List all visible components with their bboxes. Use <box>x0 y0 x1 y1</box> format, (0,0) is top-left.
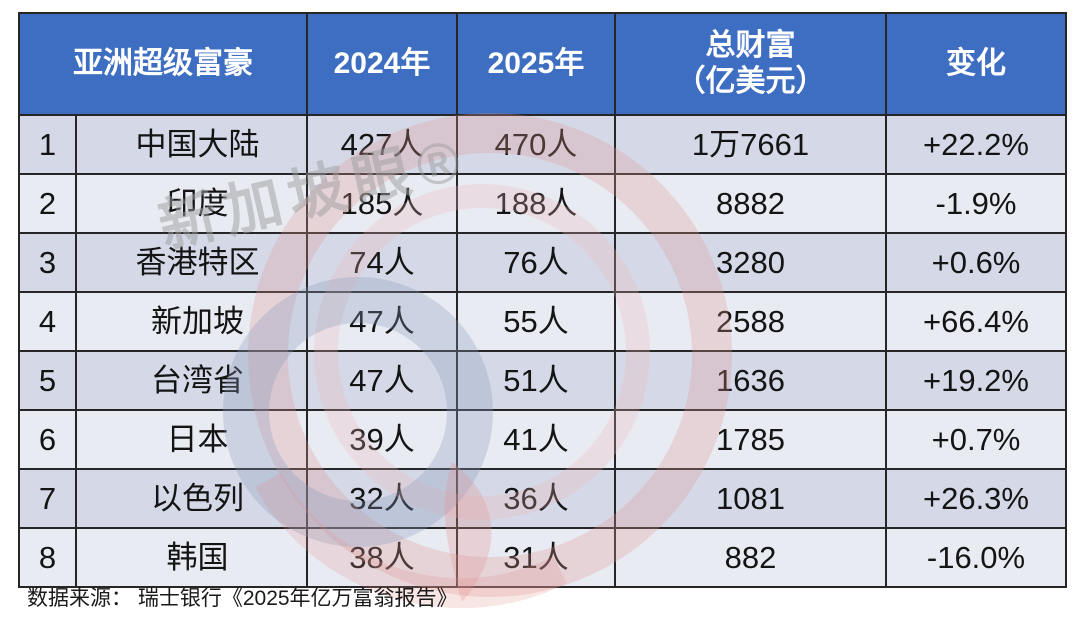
wealth-cell: 8882 <box>614 173 887 234</box>
change-cell: -1.9% <box>885 173 1067 234</box>
change-cell: +0.7% <box>885 409 1067 470</box>
count-2025-cell: 51人 <box>456 350 616 411</box>
header-total-wealth-line2: （亿美元） <box>675 65 826 98</box>
region-cell: 台湾省 <box>75 350 308 411</box>
wealth-cell: 1081 <box>614 468 887 529</box>
region-cell: 韩国 <box>75 527 308 588</box>
wealth-cell: 3280 <box>614 232 887 293</box>
count-2025-cell: 41人 <box>456 409 616 470</box>
change-cell: +22.2% <box>885 114 1067 175</box>
region-cell: 香港特区 <box>75 232 308 293</box>
rank-cell: 5 <box>18 350 77 411</box>
count-2024-cell: 427人 <box>306 114 458 175</box>
rank-cell: 7 <box>18 468 77 529</box>
table-row: 6 日本 39人 41人 1785 +0.7% <box>18 409 1067 470</box>
change-cell: +19.2% <box>885 350 1067 411</box>
wealth-cell: 882 <box>614 527 887 588</box>
change-cell: +26.3% <box>885 468 1067 529</box>
asia-rich-list-table: 亚洲超级富豪 2024年 2025年 总财富 （亿美元） 变化 1 中国大陆 4… <box>18 12 1067 588</box>
rank-cell: 3 <box>18 232 77 293</box>
change-cell: +0.6% <box>885 232 1067 293</box>
header-2025: 2025年 <box>456 12 616 116</box>
data-source-note: 数据来源： 瑞士银行《2025年亿万富翁报告》 <box>27 587 458 610</box>
wealth-cell: 1785 <box>614 409 887 470</box>
count-2024-cell: 47人 <box>306 291 458 352</box>
count-2025-cell: 36人 <box>456 468 616 529</box>
header-change: 变化 <box>885 12 1067 116</box>
header-row: 亚洲超级富豪 2024年 2025年 总财富 （亿美元） 变化 <box>18 12 1067 116</box>
table-row: 1 中国大陆 427人 470人 1万7661 +22.2% <box>18 114 1067 175</box>
region-cell: 印度 <box>75 173 308 234</box>
region-cell: 中国大陆 <box>75 114 308 175</box>
count-2025-cell: 188人 <box>456 173 616 234</box>
header-total-wealth: 总财富 （亿美元） <box>614 12 887 116</box>
table-body: 1 中国大陆 427人 470人 1万7661 +22.2% 2 印度 185人… <box>18 114 1067 588</box>
count-2025-cell: 55人 <box>456 291 616 352</box>
wealth-cell: 2588 <box>614 291 887 352</box>
count-2024-cell: 47人 <box>306 350 458 411</box>
count-2025-cell: 31人 <box>456 527 616 588</box>
count-2024-cell: 38人 <box>306 527 458 588</box>
region-cell: 日本 <box>75 409 308 470</box>
rank-cell: 4 <box>18 291 77 352</box>
table-row: 7 以色列 32人 36人 1081 +26.3% <box>18 468 1067 529</box>
count-2024-cell: 185人 <box>306 173 458 234</box>
table-row: 8 韩国 38人 31人 882 -16.0% <box>18 527 1067 588</box>
table-row: 2 印度 185人 188人 8882 -1.9% <box>18 173 1067 234</box>
change-cell: +66.4% <box>885 291 1067 352</box>
wealth-cell: 1636 <box>614 350 887 411</box>
header-2024: 2024年 <box>306 12 458 116</box>
count-2025-cell: 470人 <box>456 114 616 175</box>
table-row: 5 台湾省 47人 51人 1636 +19.2% <box>18 350 1067 411</box>
rank-cell: 6 <box>18 409 77 470</box>
region-cell: 新加坡 <box>75 291 308 352</box>
rank-cell: 1 <box>18 114 77 175</box>
region-cell: 以色列 <box>75 468 308 529</box>
wealth-cell: 1万7661 <box>614 114 887 175</box>
count-2025-cell: 76人 <box>456 232 616 293</box>
count-2024-cell: 32人 <box>306 468 458 529</box>
table-row: 3 香港特区 74人 76人 3280 +0.6% <box>18 232 1067 293</box>
rank-cell: 8 <box>18 527 77 588</box>
header-group-label: 亚洲超级富豪 <box>18 12 308 116</box>
count-2024-cell: 39人 <box>306 409 458 470</box>
count-2024-cell: 74人 <box>306 232 458 293</box>
change-cell: -16.0% <box>885 527 1067 588</box>
table-row: 4 新加坡 47人 55人 2588 +66.4% <box>18 291 1067 352</box>
rank-cell: 2 <box>18 173 77 234</box>
header-total-wealth-line1: 总财富 <box>705 29 796 62</box>
table-header: 亚洲超级富豪 2024年 2025年 总财富 （亿美元） 变化 <box>18 12 1067 116</box>
